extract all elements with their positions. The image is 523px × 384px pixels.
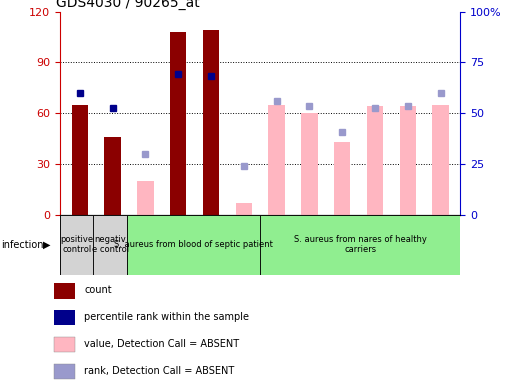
- Text: value, Detection Call = ABSENT: value, Detection Call = ABSENT: [84, 339, 240, 349]
- Text: ▶: ▶: [43, 240, 51, 250]
- Bar: [60, 215, 94, 275]
- Bar: [433, 105, 449, 215]
- Bar: [301, 113, 317, 215]
- Bar: [127, 215, 260, 275]
- Bar: [170, 32, 186, 215]
- Text: GDS4030 / 90265_at: GDS4030 / 90265_at: [56, 0, 200, 10]
- Text: percentile rank within the sample: percentile rank within the sample: [84, 312, 249, 322]
- Bar: [105, 137, 121, 215]
- Text: S. aureus from blood of septic patient: S. aureus from blood of septic patient: [114, 240, 273, 249]
- Text: infection: infection: [1, 240, 43, 250]
- Bar: [334, 142, 350, 215]
- Bar: [203, 30, 219, 215]
- Bar: [268, 105, 285, 215]
- Bar: [400, 106, 416, 215]
- Bar: [72, 105, 88, 215]
- Bar: [137, 181, 154, 215]
- Text: positive
control: positive control: [60, 235, 94, 255]
- Text: count: count: [84, 285, 112, 295]
- Bar: [54, 283, 75, 298]
- Bar: [94, 215, 127, 275]
- Bar: [235, 203, 252, 215]
- Bar: [54, 337, 75, 352]
- Text: rank, Detection Call = ABSENT: rank, Detection Call = ABSENT: [84, 366, 235, 376]
- Text: S. aureus from nares of healthy
carriers: S. aureus from nares of healthy carriers: [294, 235, 427, 255]
- Bar: [54, 310, 75, 325]
- Bar: [367, 106, 383, 215]
- Bar: [260, 215, 460, 275]
- Bar: [54, 364, 75, 379]
- Text: negativ
e control: negativ e control: [92, 235, 129, 255]
